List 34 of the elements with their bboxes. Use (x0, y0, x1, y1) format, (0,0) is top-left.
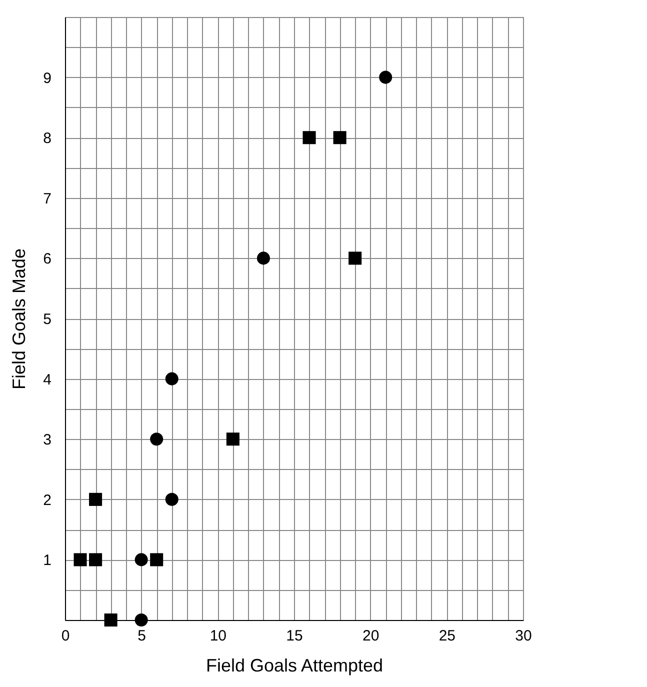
point (89, 553, 102, 566)
x-tick-label: 30 (515, 628, 532, 644)
point (134, 553, 148, 566)
point (134, 613, 148, 627)
point (256, 252, 270, 265)
point (302, 131, 316, 144)
y-tick-label: 9 (43, 70, 52, 87)
point (379, 70, 392, 84)
y-tick-label: 3 (43, 432, 52, 449)
y-tick-label: 7 (43, 190, 52, 208)
point (348, 252, 362, 265)
y-tick-label: 4 (43, 371, 52, 388)
point (150, 553, 164, 566)
x-tick-label: 15 (286, 628, 303, 644)
point (226, 432, 240, 446)
y-tick-label: 6 (43, 250, 52, 268)
x-tick-label: 20 (362, 628, 380, 644)
x-tick-label: 25 (438, 628, 456, 644)
x-axis-title: Field Goals Attempted (206, 656, 384, 676)
y-axis-title: Field Goals Made (9, 248, 30, 390)
point (165, 492, 178, 506)
point (165, 372, 178, 386)
point (104, 613, 118, 627)
x-tick-label: 10 (210, 628, 227, 644)
y-tick-label: 5 (43, 311, 52, 328)
y-tick-label: 1 (43, 552, 52, 570)
x-tick-label: 5 (138, 628, 146, 644)
point (89, 492, 102, 506)
y-tick-label: 2 (43, 492, 52, 509)
x-tick-label: 0 (61, 628, 70, 644)
point (333, 131, 346, 144)
point (150, 432, 164, 446)
y-tick-label: 8 (43, 130, 52, 148)
point (74, 553, 87, 566)
